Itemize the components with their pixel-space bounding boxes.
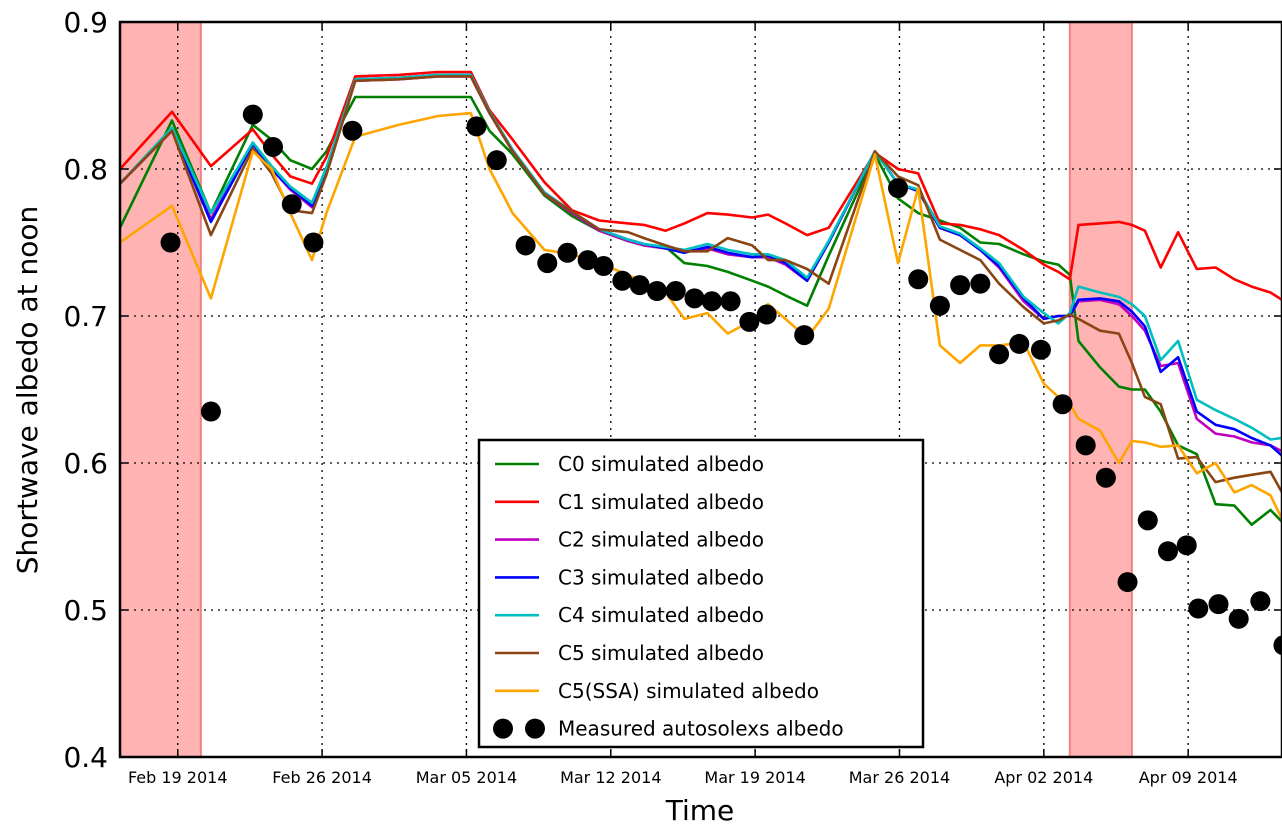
measured-point bbox=[970, 273, 991, 294]
measured-point bbox=[1137, 510, 1158, 531]
legend-label: C0 simulated albedo bbox=[558, 452, 764, 476]
measured-point bbox=[200, 401, 221, 422]
x-tick-label: Mar 19 2014 bbox=[704, 768, 805, 787]
y-axis-label: Shortwave albedo at noon bbox=[11, 206, 44, 574]
measured-point bbox=[577, 250, 598, 271]
x-tick-label: Apr 09 2014 bbox=[1139, 768, 1238, 787]
series-line bbox=[120, 95, 1282, 527]
measured-point bbox=[160, 232, 181, 253]
measured-point bbox=[929, 295, 950, 316]
measured-point bbox=[720, 291, 741, 312]
y-tick-label: 0.6 bbox=[63, 447, 108, 480]
legend-label: C3 simulated albedo bbox=[558, 565, 764, 589]
measured-point bbox=[1095, 467, 1116, 488]
measured-point bbox=[1052, 394, 1073, 415]
legend-label: C5(SSA) simulated albedo bbox=[558, 679, 819, 703]
measured-point bbox=[739, 311, 760, 332]
x-tick-label: Apr 02 2014 bbox=[994, 768, 1093, 787]
x-axis-label: Time bbox=[665, 794, 735, 827]
measured-point bbox=[281, 194, 302, 215]
measured-point bbox=[950, 275, 971, 296]
plot-frame bbox=[118, 20, 1282, 759]
measured-markers bbox=[160, 104, 1282, 656]
measured-point bbox=[646, 281, 667, 302]
measured-point bbox=[612, 270, 633, 291]
x-tick-label: Mar 12 2014 bbox=[560, 768, 661, 787]
measured-point bbox=[515, 235, 536, 256]
measured-point bbox=[537, 253, 558, 274]
x-tick-label: Mar 26 2014 bbox=[849, 768, 950, 787]
measured-point bbox=[1117, 572, 1138, 593]
measured-point bbox=[1009, 333, 1030, 354]
measured-point bbox=[557, 242, 578, 263]
measured-point bbox=[665, 281, 686, 302]
series-lines bbox=[120, 70, 1282, 527]
measured-point bbox=[1273, 635, 1282, 656]
legend-label: Measured autosolexs albedo bbox=[558, 717, 844, 741]
measured-point bbox=[1075, 435, 1096, 456]
measured-point bbox=[486, 150, 507, 171]
measured-point bbox=[1176, 535, 1197, 556]
shaded-span bbox=[119, 21, 202, 758]
measured-point bbox=[701, 291, 722, 312]
legend-label: C5 simulated albedo bbox=[558, 641, 764, 665]
y-tick-label: 0.9 bbox=[63, 6, 108, 39]
measured-point bbox=[593, 256, 614, 277]
y-ticks: 0.4 0.5 0.6 0.7 0.8 0.9 bbox=[63, 6, 1282, 774]
measured-point bbox=[684, 288, 705, 309]
legend-swatch bbox=[525, 718, 545, 739]
measured-point bbox=[629, 275, 650, 296]
measured-point bbox=[1228, 608, 1249, 629]
y-tick-label: 0.7 bbox=[63, 300, 108, 333]
measured-point bbox=[1030, 339, 1051, 360]
measured-point bbox=[756, 304, 777, 325]
measured-point bbox=[888, 178, 909, 199]
measured-point bbox=[263, 136, 284, 157]
measured-point bbox=[1208, 594, 1229, 615]
legend-swatch bbox=[493, 718, 513, 739]
x-tick-label: Mar 05 2014 bbox=[416, 768, 517, 787]
measured-point bbox=[466, 116, 487, 137]
series-line bbox=[120, 75, 1282, 494]
measured-point bbox=[908, 269, 929, 290]
measured-point bbox=[989, 344, 1010, 365]
measured-point bbox=[1188, 598, 1209, 619]
measured-point bbox=[303, 232, 324, 253]
measured-point bbox=[794, 325, 815, 346]
measured-point bbox=[242, 104, 263, 125]
measured-point bbox=[1250, 591, 1271, 612]
measured-point bbox=[342, 120, 363, 141]
series-line bbox=[120, 73, 1282, 441]
legend: C0 simulated albedo C1 simulated albedo C2… bbox=[477, 438, 925, 749]
series-line bbox=[120, 70, 1282, 301]
legend-box bbox=[477, 438, 925, 749]
x-tick-label: Feb 19 2014 bbox=[128, 768, 228, 787]
y-tick-label: 0.5 bbox=[63, 594, 108, 627]
series-line bbox=[120, 111, 1282, 520]
legend-label: C1 simulated albedo bbox=[558, 490, 764, 514]
y-tick-label: 0.8 bbox=[63, 153, 108, 186]
x-tick-label: Feb 26 2014 bbox=[272, 768, 372, 787]
measured-point bbox=[1157, 541, 1178, 562]
legend-label: C2 simulated albedo bbox=[558, 528, 764, 552]
y-tick-label: 0.4 bbox=[63, 741, 108, 774]
x-ticks: Feb 19 2014 Feb 26 2014 Mar 05 2014 Mar 12 … bbox=[128, 22, 1238, 787]
legend-label: C4 simulated albedo bbox=[558, 603, 764, 627]
shaded-span bbox=[1068, 21, 1133, 758]
